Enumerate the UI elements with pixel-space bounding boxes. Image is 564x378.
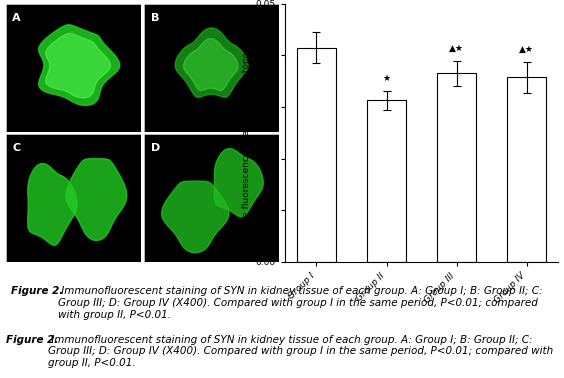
Text: C: C (12, 143, 20, 153)
Text: Figure 2.: Figure 2. (11, 287, 64, 296)
Polygon shape (175, 28, 248, 97)
Text: Immunofluorescent staining of SYN in kidney tissue of each group. A: Group I; B:: Immunofluorescent staining of SYN in kid… (58, 287, 543, 320)
Polygon shape (214, 149, 263, 217)
Bar (297, 48, 336, 262)
Polygon shape (39, 25, 120, 105)
Polygon shape (66, 159, 127, 240)
Text: A: A (12, 13, 21, 23)
Polygon shape (28, 164, 77, 245)
Y-axis label: The fluorescence intensity of synatopodin: The fluorescence intensity of synatopodi… (243, 38, 252, 228)
Bar (437, 73, 476, 262)
Text: ▲★: ▲★ (449, 44, 464, 53)
Text: ▲★: ▲★ (519, 45, 534, 54)
Bar (508, 77, 546, 262)
Text: Immunofluorescent staining of SYN in kidney tissue of each group. A: Group I; B:: Immunofluorescent staining of SYN in kid… (48, 335, 553, 368)
Bar (367, 100, 406, 262)
Polygon shape (183, 39, 238, 91)
Polygon shape (46, 33, 111, 98)
Text: Figure 2.: Figure 2. (6, 335, 58, 344)
Text: B: B (151, 13, 159, 23)
Polygon shape (162, 181, 229, 253)
Text: ★: ★ (382, 74, 391, 83)
Text: D: D (151, 143, 160, 153)
